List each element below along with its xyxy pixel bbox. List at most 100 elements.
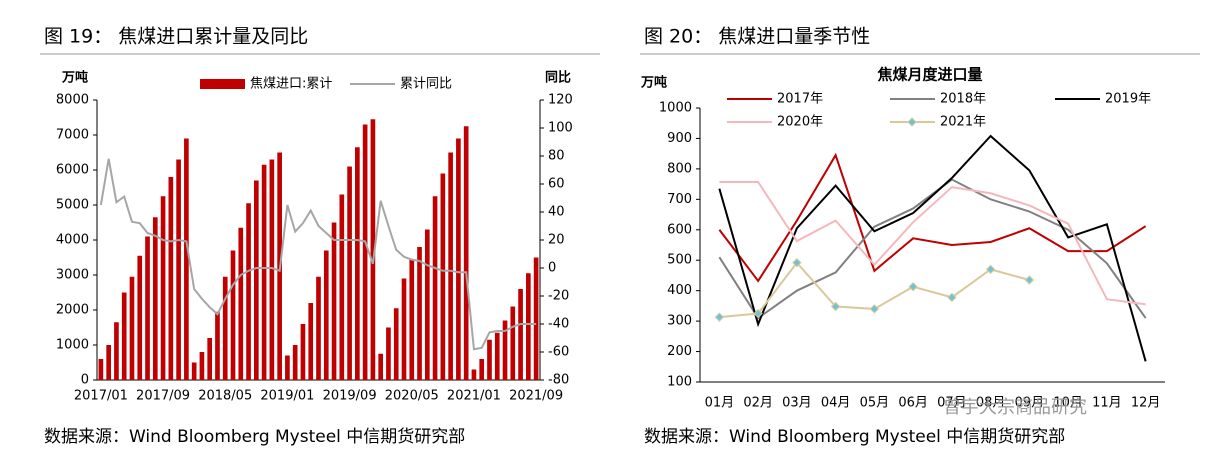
chart-title: 图 20： 焦煤进口量季节性 [644, 26, 870, 48]
bar [440, 173, 446, 380]
source: 数据来源：Wind Bloomberg Mysteel 中信期货研究部 [44, 427, 465, 447]
bar [401, 278, 407, 380]
bar [378, 353, 384, 380]
x-tick-label: 04月 [821, 396, 851, 411]
y2-tick-label: -40 [548, 317, 569, 332]
x-tick-label: 05月 [860, 396, 890, 411]
bar [463, 126, 469, 380]
y-tick-label: 7000 [56, 128, 89, 143]
bar [409, 259, 415, 380]
marker [1024, 275, 1035, 285]
bar [129, 276, 135, 380]
bar [253, 180, 259, 380]
bar [424, 229, 430, 380]
bar [526, 273, 531, 380]
y-tick-label: 700 [667, 192, 692, 207]
marker [869, 304, 880, 314]
bar [300, 324, 306, 380]
y2-tick-label: -60 [548, 345, 569, 360]
bar [494, 332, 500, 380]
x-tick-label: 11月 [1092, 396, 1122, 411]
bar [176, 159, 181, 380]
bar [292, 345, 298, 380]
bar [331, 222, 337, 380]
bar [106, 345, 111, 380]
x-tick-label: 2021/01 [447, 389, 501, 404]
x-tick-label: 10月 [1053, 396, 1083, 411]
y2-axis-label: 同比 [545, 70, 571, 86]
marker [985, 264, 996, 275]
y-tick-label: 400 [667, 283, 692, 298]
marker [908, 282, 918, 292]
y-tick-label: 800 [667, 161, 692, 176]
x-tick-label: 2017/01 [74, 389, 128, 404]
legend-label: 2021年 [940, 115, 986, 130]
y-tick-label: 4000 [56, 233, 89, 248]
marker [753, 308, 763, 319]
x-tick-label: 2020/05 [385, 389, 439, 404]
bar [370, 119, 376, 380]
bar [417, 247, 422, 380]
y2-tick-label: -80 [548, 373, 569, 388]
marker [792, 257, 802, 268]
legend-label: 2019年 [1105, 92, 1151, 107]
marker [947, 292, 957, 303]
bar [137, 255, 143, 380]
chart-title: 图 19： 焦煤进口累计量及同比 [44, 26, 308, 48]
series-line [719, 180, 1146, 306]
y-tick-label: 500 [667, 253, 692, 268]
legend-label: 2020年 [777, 115, 823, 130]
series-line [99, 158, 537, 351]
y2-tick-label: 20 [548, 233, 565, 248]
y-tick-label: 900 [667, 131, 692, 146]
y-tick-label: 8000 [56, 93, 89, 108]
watermark: 曾宇大宗商品研究 [943, 397, 1087, 418]
bar [215, 311, 220, 380]
y-tick-label: 600 [667, 222, 692, 237]
legend-label: 焦煤进口:累计 [250, 77, 332, 92]
bar [355, 147, 360, 380]
y-tick-label: 1000 [56, 338, 89, 353]
y-tick-label: 0 [81, 373, 89, 388]
legend-label: 2018年 [940, 92, 986, 107]
bar [518, 289, 523, 380]
y-tick-label: 3000 [56, 268, 89, 283]
bar [184, 138, 189, 380]
bar [323, 250, 329, 380]
y2-tick-label: 60 [548, 177, 565, 192]
x-tick-label: 07月 [937, 396, 967, 411]
bar [502, 320, 508, 380]
x-tick-label: 2019/09 [323, 389, 377, 404]
bar [261, 164, 267, 380]
x-tick-label: 09月 [1015, 396, 1045, 411]
x-tick-label: 2017/09 [136, 389, 190, 404]
marker [830, 301, 841, 312]
legend-label: 2017年 [777, 92, 823, 107]
x-tick-label: 12月 [1131, 396, 1161, 411]
bar [269, 159, 275, 380]
x-tick-label: 01月 [705, 396, 735, 411]
bar [487, 339, 492, 380]
bar [121, 292, 127, 380]
bar [152, 217, 158, 380]
bar [230, 250, 236, 380]
y2-tick-label: 0 [548, 261, 556, 276]
bar [145, 236, 150, 380]
bar [479, 359, 485, 380]
y-tick-label: 1000 [659, 101, 692, 116]
bar [191, 362, 197, 380]
y-tick-label: 200 [667, 344, 692, 359]
y2-tick-label: -20 [548, 289, 569, 304]
x-tick-label: 06月 [898, 396, 928, 411]
legend-swatch [200, 79, 245, 89]
y2-tick-label: 120 [548, 93, 573, 108]
y-tick-label: 300 [667, 314, 692, 329]
y2-tick-label: 40 [548, 205, 565, 220]
y2-tick-label: 100 [548, 121, 573, 136]
y-tick-label: 6000 [56, 163, 89, 178]
bar [160, 196, 166, 380]
x-tick-label: 2019/01 [260, 389, 314, 404]
y-tick-label: 5000 [56, 198, 89, 213]
bar [393, 308, 399, 380]
